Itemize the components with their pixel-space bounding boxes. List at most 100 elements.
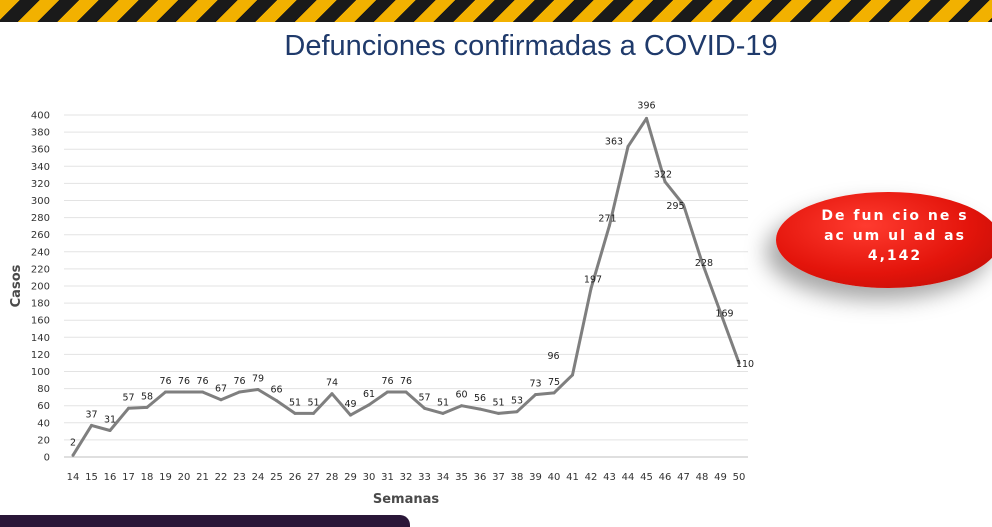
x-tick-label: 27: [307, 472, 320, 483]
data-label: 56: [474, 393, 486, 404]
x-tick-label: 37: [492, 472, 505, 483]
data-label: 57: [122, 392, 134, 403]
data-label: 66: [270, 385, 282, 396]
data-label: 322: [654, 170, 672, 181]
data-point: [164, 390, 167, 394]
data-label: 67: [215, 384, 227, 395]
data-point: [386, 390, 389, 394]
x-axis-title: Semanas: [373, 492, 440, 507]
data-label: 228: [695, 258, 713, 269]
x-tick-label: 49: [714, 472, 727, 483]
y-tick-label: 320: [31, 179, 50, 190]
y-tick-label: 120: [31, 350, 50, 361]
data-point: [108, 428, 112, 432]
data-label: 37: [85, 409, 97, 420]
data-label: 51: [307, 397, 319, 408]
data-point: [367, 403, 371, 407]
data-point: [90, 423, 93, 427]
data-label: 197: [584, 275, 602, 286]
x-tick-label: 45: [640, 472, 653, 483]
x-tick-label: 48: [696, 472, 709, 483]
y-tick-label: 40: [37, 418, 50, 429]
y-tick-label: 180: [31, 299, 50, 310]
data-label: 79: [252, 373, 264, 384]
y-tick-label: 280: [31, 213, 50, 224]
data-point: [145, 405, 149, 409]
x-tick-label: 40: [548, 472, 561, 483]
y-tick-label: 160: [31, 316, 50, 327]
x-tick-label: 21: [196, 472, 209, 483]
data-point: [571, 373, 574, 377]
data-label: 110: [736, 359, 754, 370]
x-tick-label: 29: [344, 472, 357, 483]
data-point: [293, 411, 297, 415]
data-label: 76: [196, 376, 208, 387]
badge-line-2: ac um ul ad as: [824, 228, 966, 244]
data-point: [275, 399, 278, 403]
x-tick-label: 39: [529, 472, 542, 483]
data-point: [404, 390, 408, 394]
data-point: [219, 398, 223, 402]
data-point: [349, 413, 352, 417]
x-tick-label: 46: [659, 472, 672, 483]
badge-line-1: De fun cio ne s: [821, 208, 969, 224]
y-tick-label: 300: [31, 196, 50, 207]
x-tick-label: 50: [733, 472, 746, 483]
data-point: [737, 361, 741, 365]
data-point: [127, 406, 130, 410]
data-label: 76: [178, 376, 190, 387]
x-tick-label: 23: [233, 472, 246, 483]
y-tick-label: 0: [44, 453, 50, 464]
data-label: 96: [547, 351, 559, 362]
data-point: [201, 390, 204, 394]
x-tick-label: 35: [455, 472, 468, 483]
x-tick-label: 33: [418, 472, 431, 483]
data-label: 2: [70, 437, 76, 448]
data-point: [330, 392, 334, 396]
x-tick-label: 17: [122, 472, 135, 483]
data-label: 31: [104, 414, 116, 425]
data-label: 49: [344, 399, 356, 410]
x-tick-label: 31: [381, 472, 394, 483]
data-point: [256, 387, 260, 391]
x-tick-label: 19: [159, 472, 172, 483]
badge-value: 4,142: [867, 248, 923, 264]
cumulative-deaths-badge: [776, 192, 992, 288]
data-label: 73: [529, 379, 541, 390]
data-point: [182, 390, 186, 394]
x-tick-label: 25: [270, 472, 283, 483]
data-label: 75: [548, 377, 560, 388]
data-label: 53: [511, 396, 523, 407]
y-tick-label: 100: [31, 367, 50, 378]
data-label: 61: [363, 389, 375, 400]
data-point: [238, 390, 241, 394]
data-point: [534, 393, 537, 397]
x-tick-label: 30: [363, 472, 376, 483]
y-tick-label: 400: [31, 111, 50, 122]
x-tick-label: 16: [104, 472, 117, 483]
y-tick-label: 360: [31, 145, 50, 156]
data-label: 76: [400, 376, 412, 387]
x-tick-label: 47: [677, 472, 690, 483]
y-tick-label: 240: [31, 247, 50, 258]
x-tick-label: 15: [85, 472, 98, 483]
x-tick-label: 44: [622, 472, 635, 483]
data-label: 169: [715, 309, 733, 320]
y-tick-label: 380: [31, 128, 50, 139]
y-tick-label: 200: [31, 282, 50, 293]
data-point: [441, 411, 445, 415]
series-line: [71, 116, 741, 457]
y-tick-label: 20: [37, 435, 50, 446]
data-point: [515, 410, 519, 414]
data-label: 58: [141, 391, 153, 402]
data-point: [719, 311, 722, 315]
data-label: 60: [455, 390, 467, 401]
y-axis-title: Casos: [9, 264, 24, 307]
x-tick-label: 36: [474, 472, 487, 483]
data-point: [478, 407, 482, 411]
y-tick-label: 60: [37, 401, 50, 412]
x-tick-label: 18: [141, 472, 154, 483]
data-label: 76: [233, 376, 245, 387]
data-point: [312, 411, 315, 415]
